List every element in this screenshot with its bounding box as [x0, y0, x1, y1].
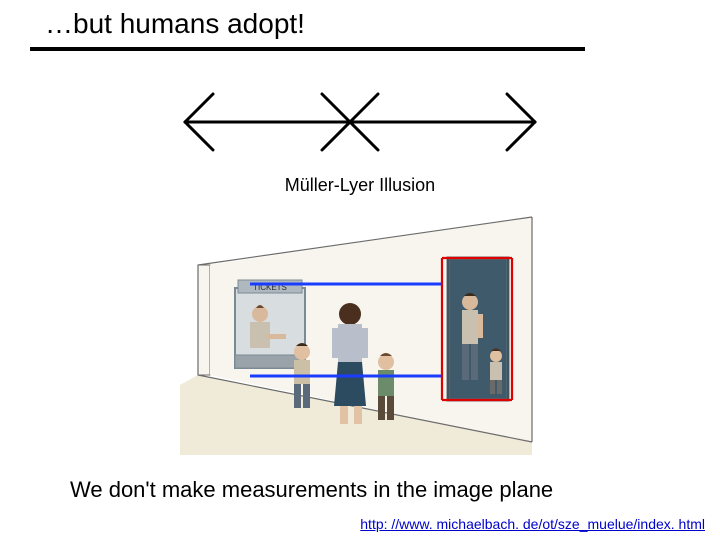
- muller-lyer-diagram: [155, 75, 565, 170]
- slide-title: …but humans adopt!: [45, 8, 305, 40]
- slide: …but humans adopt! Müller-Lyer Illusion: [0, 0, 720, 540]
- room-scene: TICKETS: [180, 210, 540, 455]
- bottom-statement: We don't make measurements in the image …: [70, 477, 553, 503]
- ticket-booth: TICKETS: [235, 280, 305, 368]
- muller-lyer-caption: Müller-Lyer Illusion: [0, 175, 720, 196]
- title-underline: [30, 47, 585, 51]
- source-link[interactable]: http: //www. michaelbach. de/ot/sze_muel…: [360, 516, 705, 532]
